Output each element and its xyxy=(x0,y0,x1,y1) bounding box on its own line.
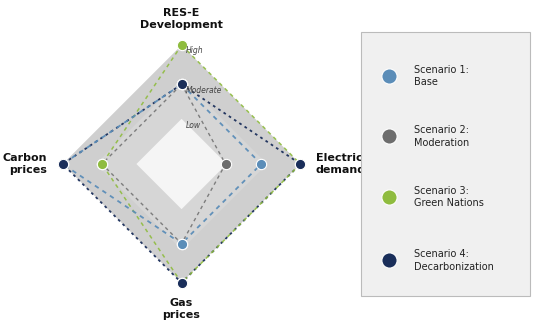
Point xyxy=(221,161,230,167)
Point xyxy=(177,82,186,87)
Polygon shape xyxy=(136,119,227,209)
Point xyxy=(98,161,106,167)
Text: Scenario 2:
Moderation: Scenario 2: Moderation xyxy=(414,125,469,148)
Point xyxy=(385,134,394,139)
Text: High: High xyxy=(186,46,203,55)
Point xyxy=(177,280,186,285)
Text: Low: Low xyxy=(186,121,201,130)
Text: Scenario 3:
Green Nations: Scenario 3: Green Nations xyxy=(414,186,484,208)
Point xyxy=(58,161,67,167)
Point xyxy=(385,195,394,200)
Point xyxy=(58,161,67,167)
Text: Scenario 4:
Decarbonization: Scenario 4: Decarbonization xyxy=(414,249,494,272)
Text: RES-E
Development: RES-E Development xyxy=(140,8,223,30)
Polygon shape xyxy=(62,45,301,283)
Text: Scenario 1:
Base: Scenario 1: Base xyxy=(414,65,469,87)
Point xyxy=(257,161,265,167)
Point xyxy=(177,43,186,48)
Point xyxy=(177,241,186,246)
Point xyxy=(177,241,186,246)
Text: Moderate: Moderate xyxy=(186,86,222,94)
Text: Electricity
demand: Electricity demand xyxy=(316,153,379,175)
Point xyxy=(385,258,394,263)
FancyBboxPatch shape xyxy=(362,32,530,296)
Text: Gas
prices: Gas prices xyxy=(163,298,200,320)
Point xyxy=(98,161,106,167)
Polygon shape xyxy=(96,78,267,250)
Point xyxy=(296,161,305,167)
Point xyxy=(177,82,186,87)
Point xyxy=(177,280,186,285)
Point xyxy=(296,161,305,167)
Point xyxy=(177,82,186,87)
Text: Carbon
prices: Carbon prices xyxy=(3,153,48,175)
Point xyxy=(385,73,394,78)
